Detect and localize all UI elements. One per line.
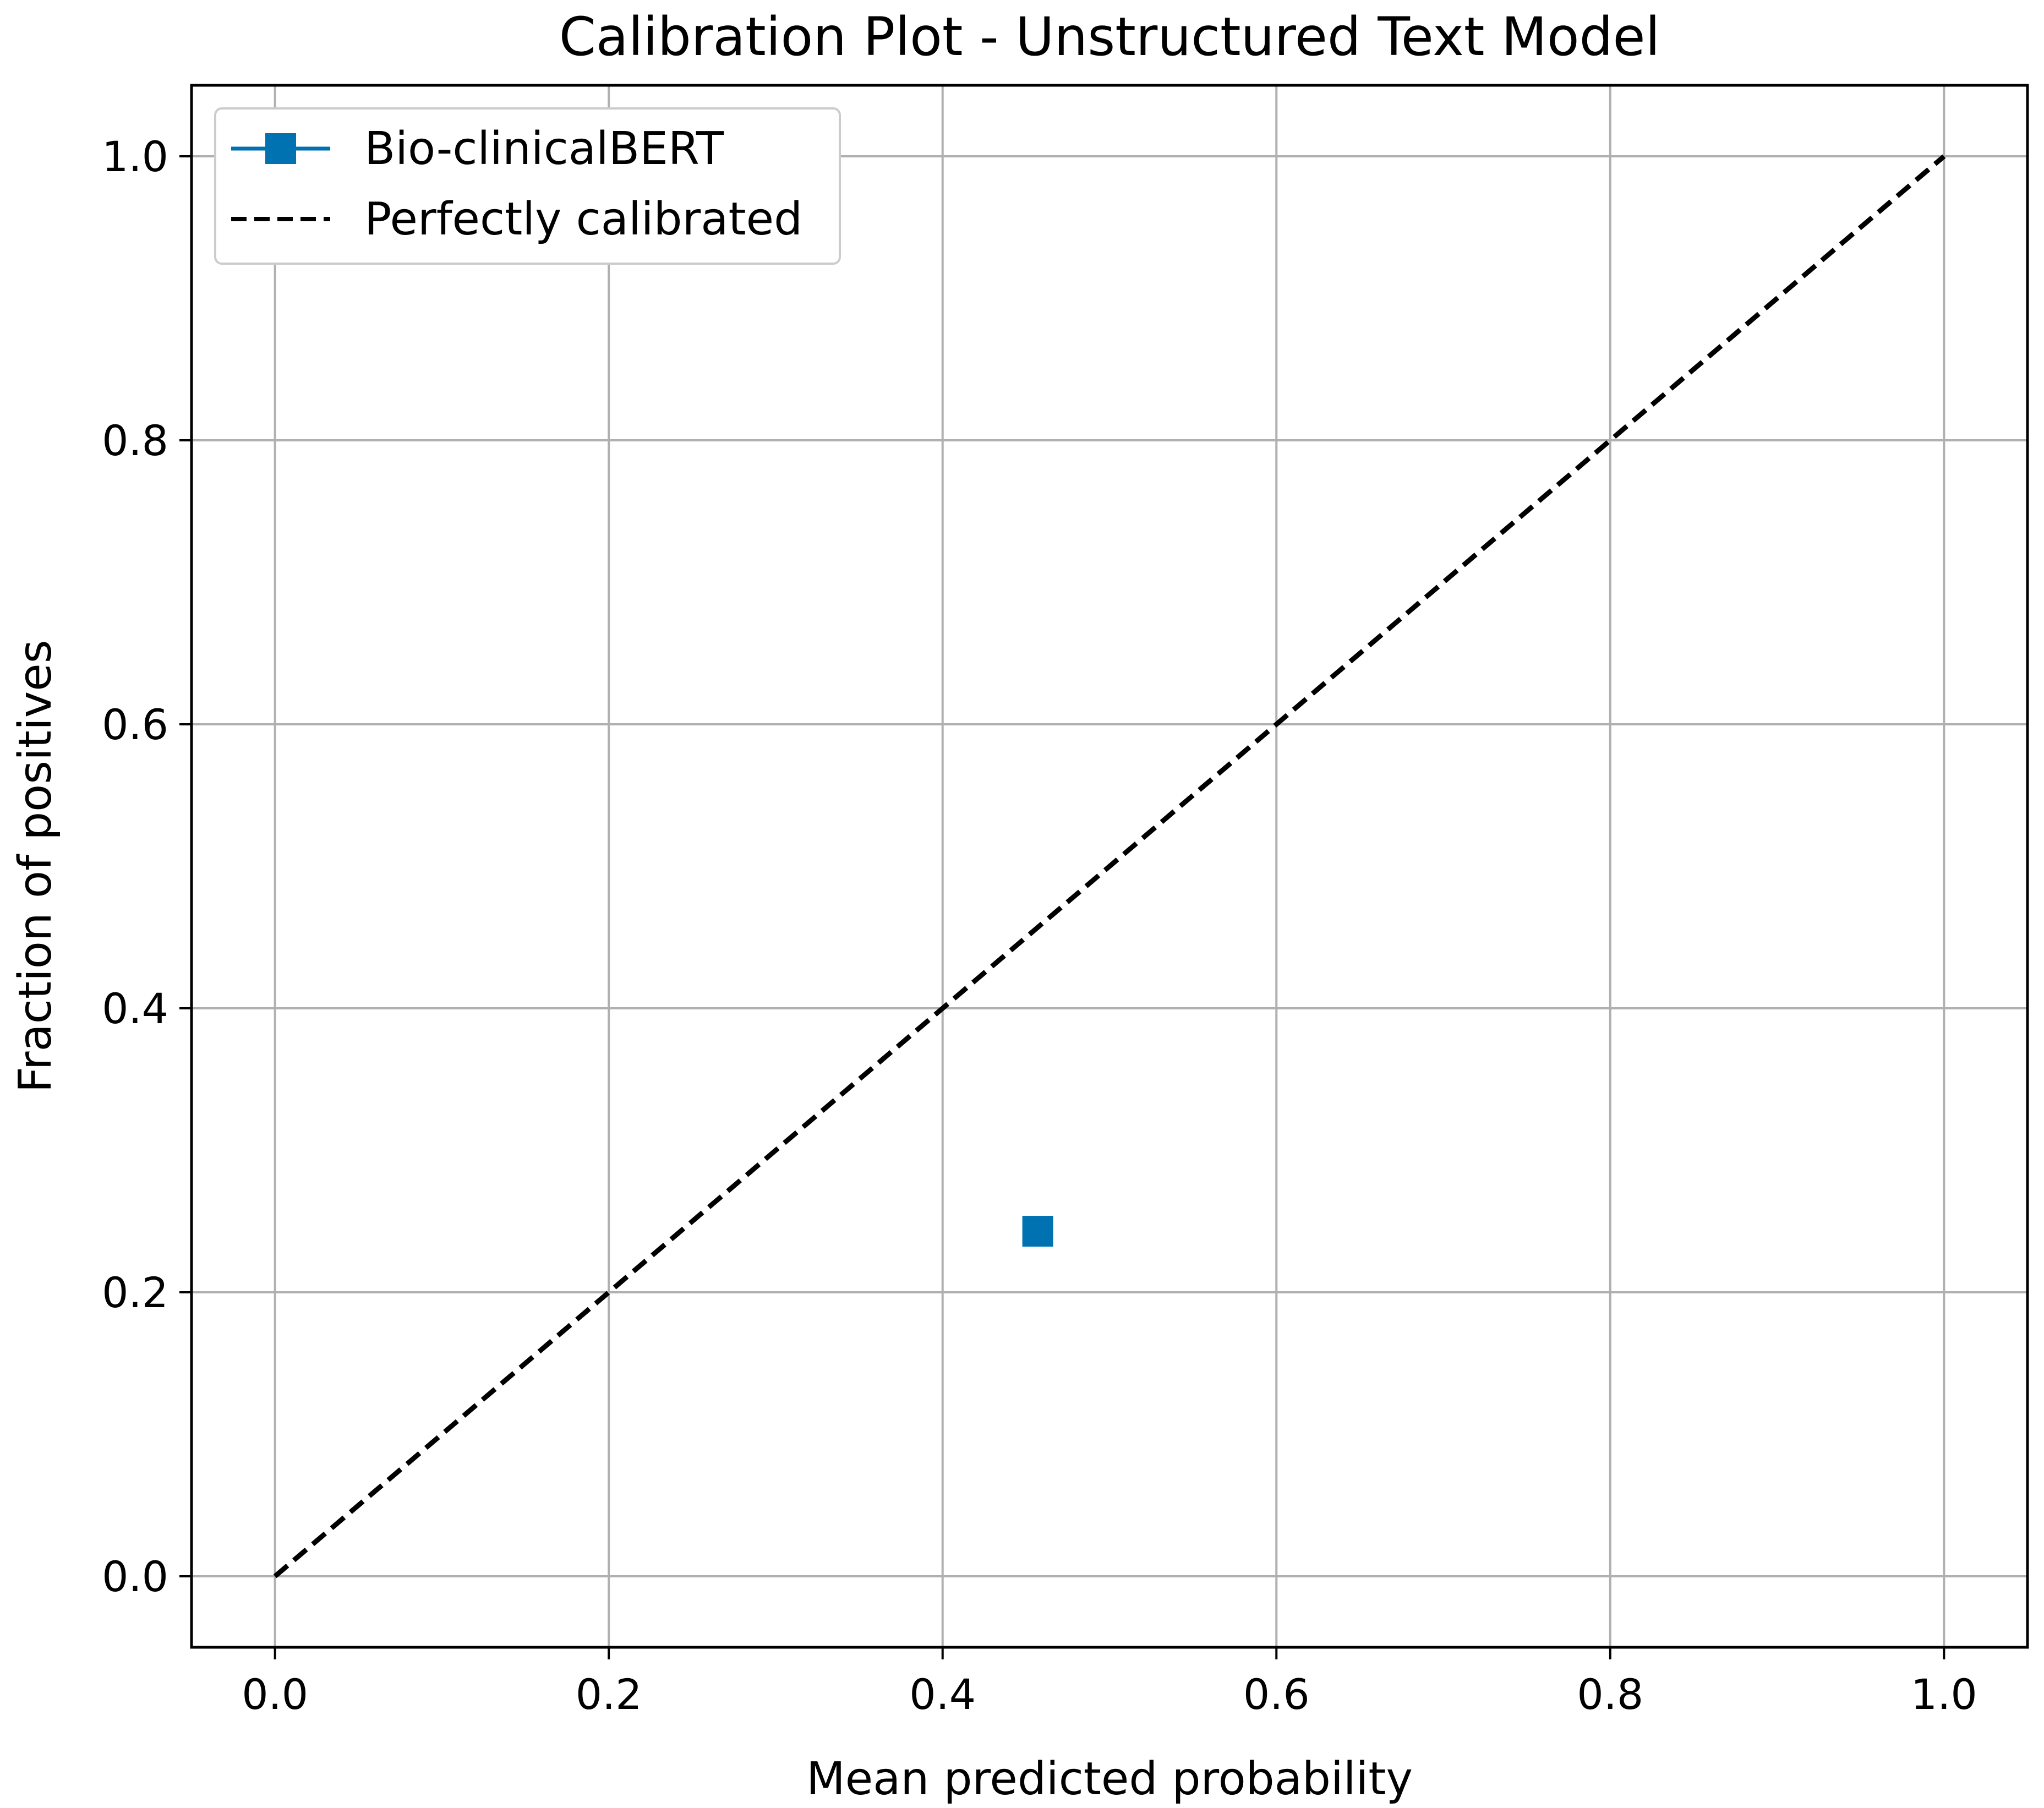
x-tick-label-3: 0.6 [1243, 1670, 1310, 1719]
data-point-bio-clinicalbert-0 [1022, 1216, 1053, 1247]
y-tick-label-3: 0.6 [102, 700, 168, 749]
y-axis-label: Fraction of positives [9, 640, 62, 1093]
x-axis-ticks: 0.0 0.2 0.4 0.6 0.8 1.0 [242, 1647, 1977, 1719]
legend: Bio-clinicalBERT Perfectly calibrated [214, 107, 841, 265]
y-tick-label-5: 1.0 [102, 132, 168, 181]
x-tick-label-1: 0.2 [576, 1670, 642, 1719]
legend-label-perfectly-calibrated: Perfectly calibrated [364, 193, 802, 245]
x-tick-label-0: 0.0 [242, 1670, 308, 1719]
x-tick-label-5: 1.0 [1911, 1670, 1977, 1719]
y-tick-label-2: 0.4 [102, 984, 168, 1033]
legend-marker-bio-clinicalbert [265, 133, 296, 164]
x-tick-label-4: 0.8 [1577, 1670, 1643, 1719]
x-tick-label-2: 0.4 [909, 1670, 976, 1719]
plot-area [273, 154, 1946, 1578]
legend-box [214, 107, 841, 265]
y-tick-label-1: 0.2 [102, 1268, 168, 1317]
y-axis-ticks: 0.0 0.2 0.4 0.6 0.8 1.0 [102, 132, 192, 1601]
legend-label-bio-clinicalbert: Bio-clinicalBERT [364, 123, 724, 175]
y-tick-label-0: 0.0 [102, 1552, 168, 1601]
chart-title: Calibration Plot - Unstructured Text Mod… [559, 6, 1660, 68]
y-tick-label-4: 0.8 [102, 416, 168, 465]
x-axis-label: Mean predicted probability [806, 1753, 1413, 1805]
series-line-perfectly-calibrated [273, 154, 1946, 1578]
plot-frame [190, 84, 2029, 1649]
